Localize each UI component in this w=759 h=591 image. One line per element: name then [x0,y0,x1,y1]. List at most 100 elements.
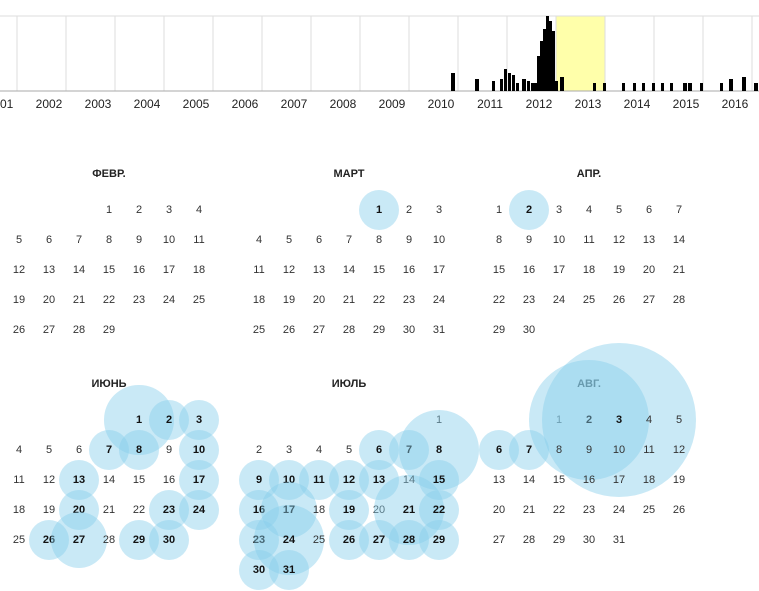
year-label-2016[interactable]: 2016 [722,97,749,111]
day-cell[interactable]: 20 [312,294,326,306]
year-label-2003[interactable]: 2003 [85,97,112,111]
day-cell[interactable]: 2 [405,204,413,216]
day-cell[interactable]: 8 [555,444,563,456]
year-label-2013[interactable]: 2013 [575,97,602,111]
day-cell[interactable]: 13 [42,264,56,276]
day-cell[interactable]: 18 [12,504,26,516]
day-cell[interactable]: 25 [252,324,266,336]
day-cell[interactable]: 13 [72,474,86,486]
day-cell[interactable]: 15 [552,474,566,486]
day-cell[interactable]: 19 [342,504,356,516]
day-cell[interactable]: 28 [342,324,356,336]
day-cell[interactable]: 24 [282,534,296,546]
day-cell[interactable]: 29 [102,324,116,336]
day-cell[interactable]: 1 [375,204,383,216]
day-cell[interactable]: 21 [672,264,686,276]
day-cell[interactable]: 16 [162,474,176,486]
day-cell[interactable]: 10 [432,234,446,246]
year-label-2008[interactable]: 2008 [330,97,357,111]
year-label-2001[interactable]: 2001 [0,97,14,111]
day-cell[interactable]: 9 [525,234,533,246]
day-cell[interactable]: 14 [102,474,116,486]
day-cell[interactable]: 7 [75,234,83,246]
day-cell[interactable]: 9 [405,234,413,246]
day-cell[interactable]: 30 [402,324,416,336]
day-cell[interactable]: 4 [585,204,593,216]
day-cell[interactable]: 20 [72,504,86,516]
day-cell[interactable]: 6 [75,444,83,456]
day-cell[interactable]: 6 [315,234,323,246]
day-cell[interactable]: 10 [612,444,626,456]
year-label-2006[interactable]: 2006 [232,97,259,111]
day-cell[interactable]: 28 [102,534,116,546]
day-cell[interactable]: 9 [135,234,143,246]
day-cell[interactable]: 19 [672,474,686,486]
day-cell[interactable]: 8 [375,234,383,246]
day-cell[interactable]: 12 [342,474,356,486]
day-cell[interactable]: 4 [15,444,23,456]
day-cell[interactable]: 5 [615,204,623,216]
day-cell[interactable]: 7 [345,234,353,246]
day-cell[interactable]: 11 [193,234,205,246]
day-cell[interactable]: 6 [45,234,53,246]
day-cell[interactable]: 25 [312,534,326,546]
day-cell[interactable]: 15 [372,264,386,276]
day-cell[interactable]: 17 [282,504,296,516]
day-cell[interactable]: 24 [432,294,446,306]
day-cell[interactable]: 27 [72,534,86,546]
day-cell[interactable]: 12 [612,234,626,246]
day-cell[interactable]: 16 [132,264,146,276]
day-cell[interactable]: 21 [522,504,536,516]
day-cell[interactable]: 20 [42,294,56,306]
day-cell[interactable]: 27 [372,534,386,546]
year-label-2015[interactable]: 2015 [673,97,700,111]
day-cell[interactable]: 18 [642,474,656,486]
day-cell[interactable]: 23 [252,534,266,546]
day-cell[interactable]: 31 [612,534,626,546]
day-cell[interactable]: 19 [42,504,56,516]
day-cell[interactable]: 20 [492,504,506,516]
day-cell[interactable]: 7 [675,204,683,216]
day-cell[interactable]: 22 [432,504,446,516]
day-cell[interactable]: 24 [612,504,626,516]
day-cell[interactable]: 15 [132,474,146,486]
day-cell[interactable]: 16 [582,474,596,486]
day-cell[interactable]: 26 [42,534,56,546]
day-cell[interactable]: 7 [405,444,413,456]
day-cell[interactable]: 7 [525,444,533,456]
day-cell[interactable]: 12 [12,264,26,276]
day-cell[interactable]: 4 [645,414,653,426]
year-label-2004[interactable]: 2004 [134,97,161,111]
day-cell[interactable]: 23 [402,294,416,306]
day-cell[interactable]: 4 [255,234,263,246]
day-cell[interactable]: 17 [162,264,176,276]
day-cell[interactable]: 22 [102,294,116,306]
day-cell[interactable]: 21 [342,294,356,306]
year-label-2002[interactable]: 2002 [36,97,63,111]
year-label-2012[interactable]: 2012 [526,97,553,111]
day-cell[interactable]: 18 [192,264,206,276]
day-cell[interactable]: 1 [435,414,443,426]
day-cell[interactable]: 6 [645,204,653,216]
day-cell[interactable]: 26 [672,504,686,516]
day-cell[interactable]: 13 [492,474,506,486]
day-cell[interactable]: 30 [162,534,176,546]
day-cell[interactable]: 23 [162,504,176,516]
day-cell[interactable]: 30 [582,534,596,546]
day-cell[interactable]: 14 [402,474,416,486]
day-cell[interactable]: 31 [432,324,446,336]
day-cell[interactable]: 18 [312,504,326,516]
day-cell[interactable]: 3 [435,204,443,216]
day-cell[interactable]: 22 [492,294,506,306]
day-cell[interactable]: 21 [102,504,116,516]
day-cell[interactable]: 3 [555,204,563,216]
day-cell[interactable]: 22 [132,504,146,516]
day-cell[interactable]: 17 [192,474,206,486]
day-cell[interactable]: 25 [12,534,26,546]
day-cell[interactable]: 23 [582,504,596,516]
day-cell[interactable]: 6 [495,444,503,456]
day-cell[interactable]: 29 [492,324,506,336]
day-cell[interactable]: 22 [372,294,386,306]
day-cell[interactable]: 31 [282,564,296,576]
day-cell[interactable]: 24 [162,294,176,306]
